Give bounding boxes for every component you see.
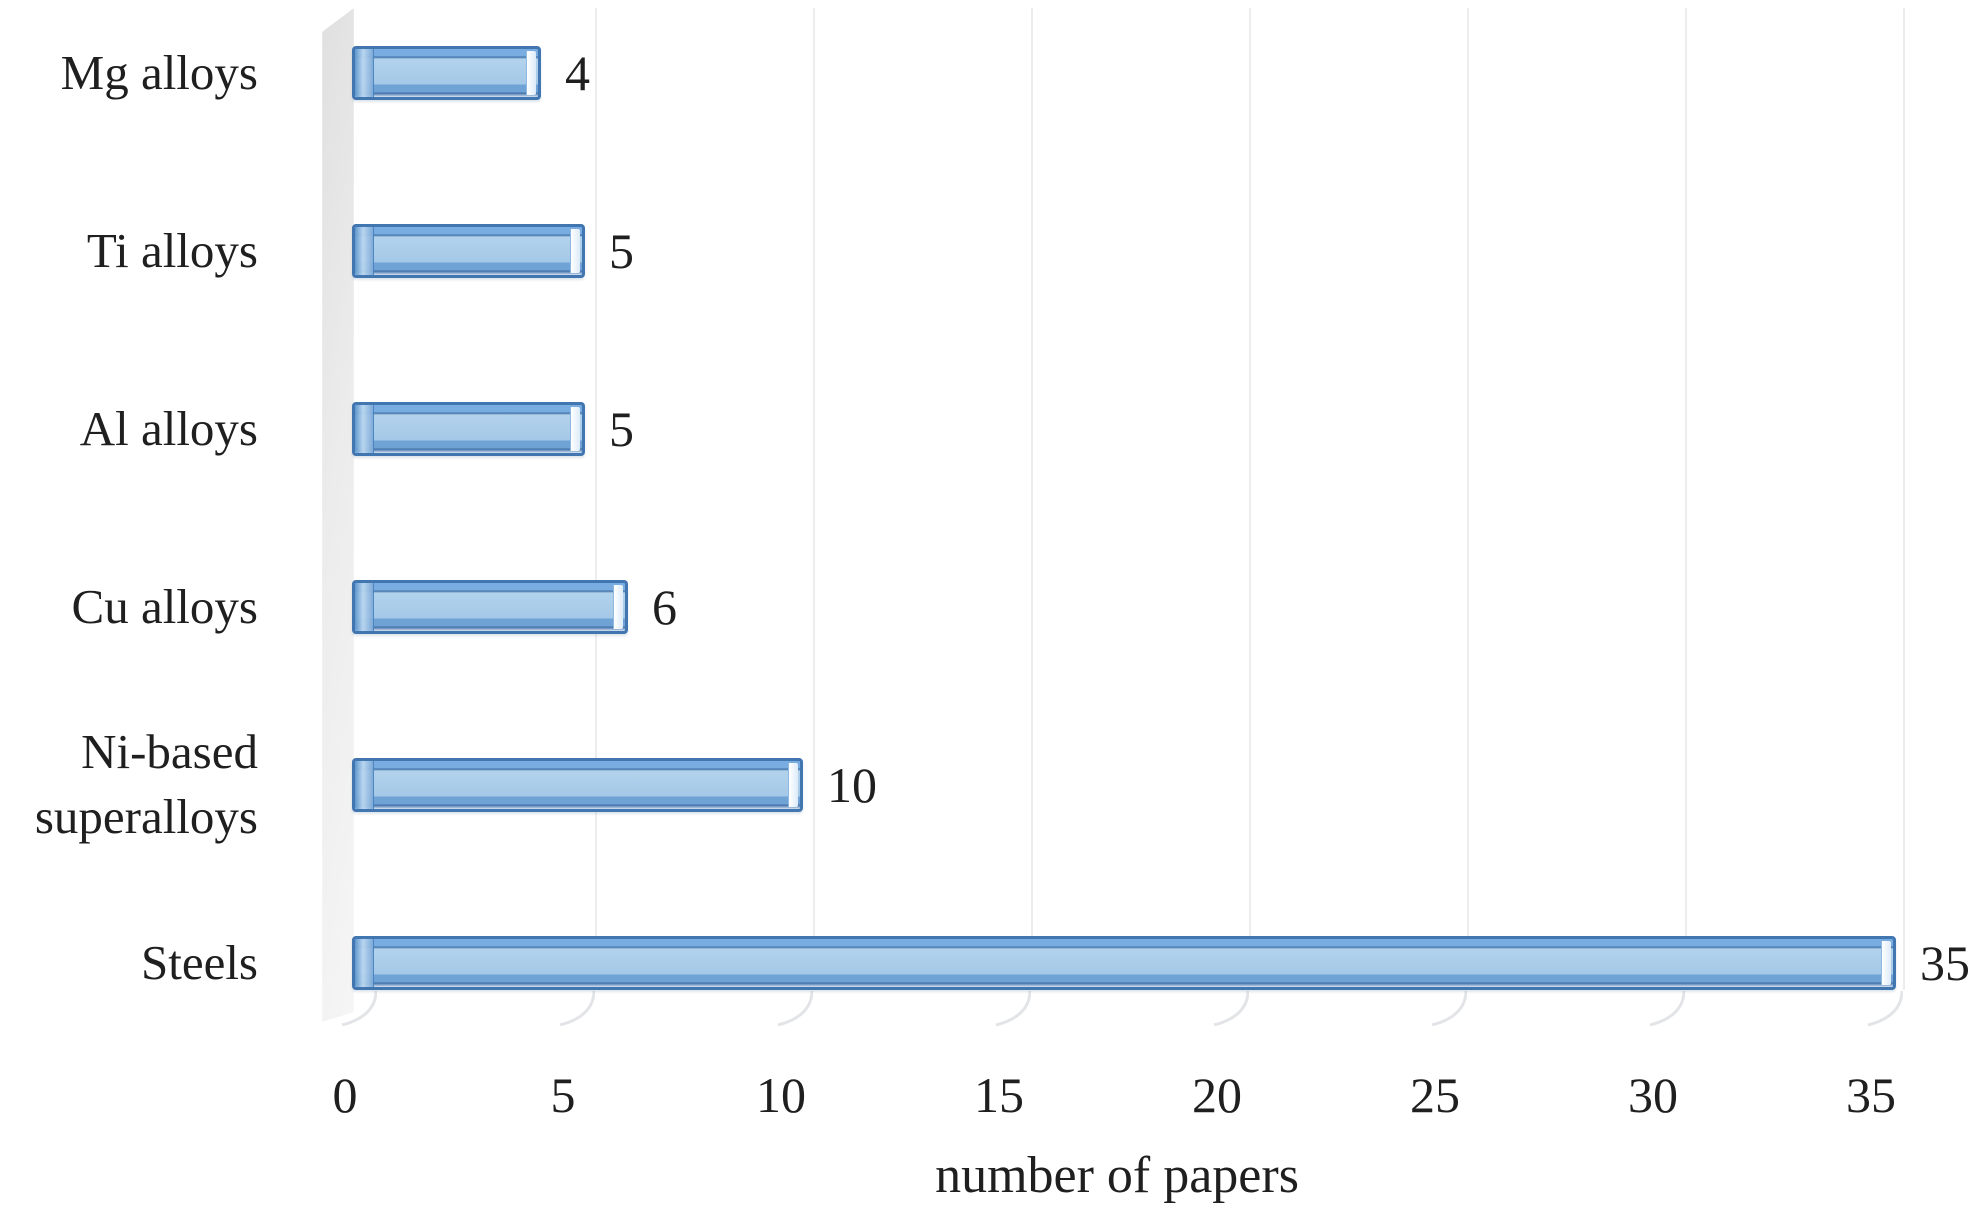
floor-tick-35 — [1867, 990, 1904, 1027]
gridline-15 — [1031, 8, 1033, 990]
floor-tick-10 — [777, 990, 814, 1027]
gridline-20 — [1249, 8, 1251, 990]
category-label: Mg alloys — [60, 44, 258, 100]
x-axis-title: number of papers — [935, 1147, 1299, 1204]
floor-tick-15 — [995, 990, 1032, 1027]
x-tick-label-15: 15 — [974, 1067, 1024, 1123]
gridline-25 — [1467, 8, 1469, 990]
data-label: 6 — [652, 579, 677, 635]
category-label: Steels — [140, 934, 258, 990]
floor-tick-20 — [1213, 990, 1250, 1027]
floor-tick-5 — [559, 990, 596, 1027]
gridline-5 — [595, 8, 597, 990]
bar-cu-alloys — [352, 580, 628, 634]
data-label: 5 — [609, 401, 634, 457]
floor-tick-30 — [1649, 990, 1686, 1027]
data-label: 4 — [565, 45, 590, 101]
x-tick-label-5: 5 — [550, 1067, 576, 1123]
bar-ni-based-superalloys — [352, 758, 803, 812]
data-label: 35 — [1920, 935, 1970, 991]
x-tick-label-10: 10 — [756, 1067, 806, 1123]
bar-al-alloys — [352, 402, 585, 456]
category-label: Ni-based superalloys — [34, 724, 258, 844]
gridline-10 — [813, 8, 815, 990]
x-tick-label-35: 35 — [1846, 1067, 1896, 1123]
category-label: Al alloys — [79, 400, 258, 456]
data-label: 10 — [827, 757, 877, 813]
bar-mg-alloys — [352, 46, 541, 100]
floor-tick-0 — [341, 990, 378, 1027]
floor-tick-25 — [1431, 990, 1468, 1027]
data-label: 5 — [609, 223, 634, 279]
chart-3d-wall — [322, 8, 354, 1022]
bar-ti-alloys — [352, 224, 585, 278]
bar-steels — [352, 936, 1896, 990]
category-label: Cu alloys — [71, 578, 258, 634]
x-tick-label-20: 20 — [1192, 1067, 1242, 1123]
x-tick-label-25: 25 — [1410, 1067, 1460, 1123]
gridline-30 — [1685, 8, 1687, 990]
x-tick-label-0: 0 — [332, 1067, 358, 1123]
category-label: Ti alloys — [86, 222, 258, 278]
x-tick-label-30: 30 — [1628, 1067, 1678, 1123]
gridline-35 — [1903, 8, 1905, 990]
